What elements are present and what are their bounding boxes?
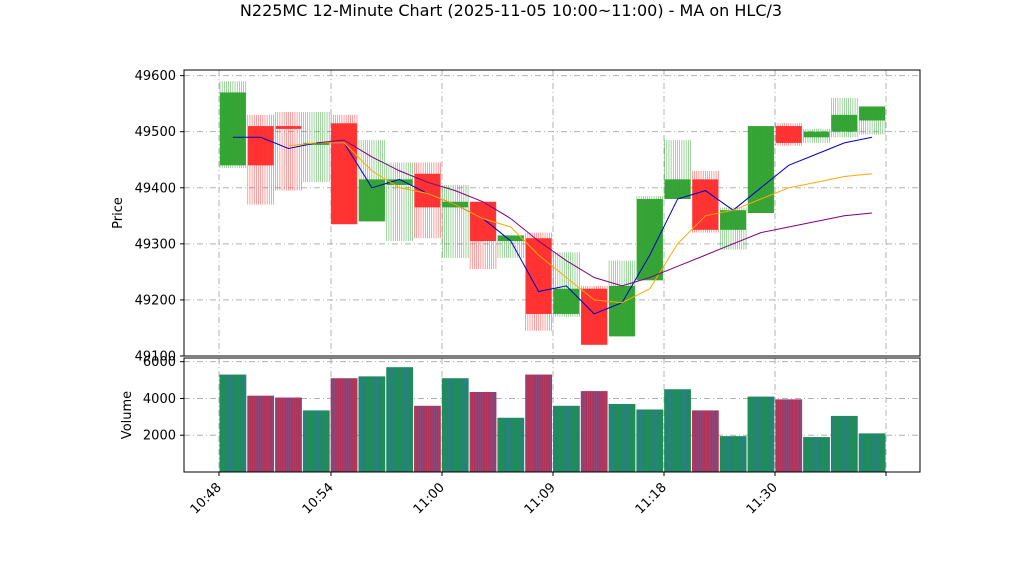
volume-y-ticks: 2000 4000 6000 <box>143 355 184 444</box>
volume-bar <box>803 437 830 472</box>
candle <box>580 285 608 345</box>
volume-bars <box>219 367 886 472</box>
candle <box>775 123 802 146</box>
candle-body <box>664 179 691 199</box>
x-axis-ticks: 10:48 10:54 11:00 11:09 11:18 11:30 <box>188 472 887 517</box>
candle <box>831 98 858 138</box>
price-y-tick-label: 49300 <box>135 237 176 252</box>
volume-panel-frame <box>183 357 921 473</box>
candle-body <box>220 92 246 166</box>
price-panel-frame <box>183 69 921 357</box>
candle-body <box>720 210 747 230</box>
candle <box>747 126 775 213</box>
ma-line <box>316 139 873 287</box>
volume-bar <box>275 397 302 472</box>
volume-bar <box>608 403 636 472</box>
volume-bar <box>636 409 664 472</box>
volume-y-tick-label: 4000 <box>143 392 176 407</box>
candle <box>275 112 302 191</box>
price-y-tick-label: 49600 <box>135 69 176 84</box>
volume-bar <box>386 367 414 472</box>
ma-line <box>288 142 873 304</box>
candle-body <box>692 179 719 230</box>
volume-bar <box>664 389 691 472</box>
candle <box>803 128 830 143</box>
candle <box>858 106 886 135</box>
candle <box>553 252 580 317</box>
candle <box>497 235 525 258</box>
candle <box>219 81 247 169</box>
candle-body <box>581 288 608 345</box>
x-tick-label: 11:00 <box>411 480 448 517</box>
x-tick-label: 11:09 <box>522 480 559 517</box>
candle-body <box>831 114 858 132</box>
candle-body <box>748 126 774 213</box>
price-y-tick-label: 49100 <box>135 350 176 365</box>
price-candles <box>219 81 886 345</box>
x-tick-label: 10:48 <box>188 480 225 517</box>
volume-bar <box>219 374 247 472</box>
volume-bar <box>247 395 275 472</box>
price-y-tick-label: 49400 <box>135 181 176 196</box>
volume-bar <box>302 410 330 472</box>
volume-bar <box>497 417 525 472</box>
candle-body <box>414 173 441 208</box>
price-grid <box>184 70 920 357</box>
volume-bar <box>414 405 441 472</box>
candle-body <box>609 285 635 337</box>
candle <box>664 140 691 199</box>
candle <box>636 196 663 281</box>
x-tick-label: 11:30 <box>744 480 781 517</box>
candle-body <box>803 131 830 138</box>
volume-bar <box>330 378 358 472</box>
candle-body <box>247 126 274 166</box>
candle-body <box>275 126 302 129</box>
price-axis-label: Price <box>111 197 126 229</box>
ma-lines <box>232 136 873 315</box>
price-y-ticks: 49100 49200 49300 49400 49500 49600 <box>135 69 184 365</box>
candle-body <box>303 142 330 145</box>
volume-bar <box>358 376 386 472</box>
x-tick-label: 11:18 <box>633 480 670 517</box>
candle-body <box>386 179 413 185</box>
candle-body <box>859 106 885 121</box>
candle-body <box>553 288 580 314</box>
volume-bar <box>441 378 469 472</box>
volume-axis-label: Volume <box>120 391 135 439</box>
candle <box>719 207 747 250</box>
volume-bar <box>525 374 552 472</box>
candle <box>247 114 274 205</box>
candle <box>303 112 330 183</box>
volume-bar <box>469 392 497 472</box>
price-y-tick-label: 49200 <box>135 293 176 308</box>
volume-y-tick-label: 2000 <box>143 429 176 444</box>
candle <box>525 232 552 331</box>
volume-bar <box>747 396 775 472</box>
candle-body <box>358 179 385 222</box>
candle-body <box>636 198 663 281</box>
volume-bar <box>858 433 886 472</box>
candle-body <box>497 235 524 242</box>
volume-bar <box>830 415 858 472</box>
chart-title: N225MC 12-Minute Chart (2025-11-05 10:00… <box>239 1 783 20</box>
volume-bar <box>691 410 719 472</box>
candle <box>414 162 441 239</box>
candle-body <box>775 126 802 143</box>
candle <box>692 170 719 233</box>
volume-bar <box>580 391 608 472</box>
candle <box>608 260 636 337</box>
candle <box>442 184 469 258</box>
candle-body <box>331 123 357 225</box>
volume-y-tick-label: 6000 <box>143 355 176 370</box>
x-tick-label: 10:54 <box>300 480 337 517</box>
price-y-tick-label: 49500 <box>135 125 176 140</box>
candle <box>469 201 497 270</box>
candle <box>330 114 358 225</box>
candle <box>386 162 413 242</box>
candle <box>358 140 386 222</box>
volume-bar <box>719 436 747 472</box>
volume-bar <box>553 405 580 472</box>
volume-bar <box>775 399 803 472</box>
